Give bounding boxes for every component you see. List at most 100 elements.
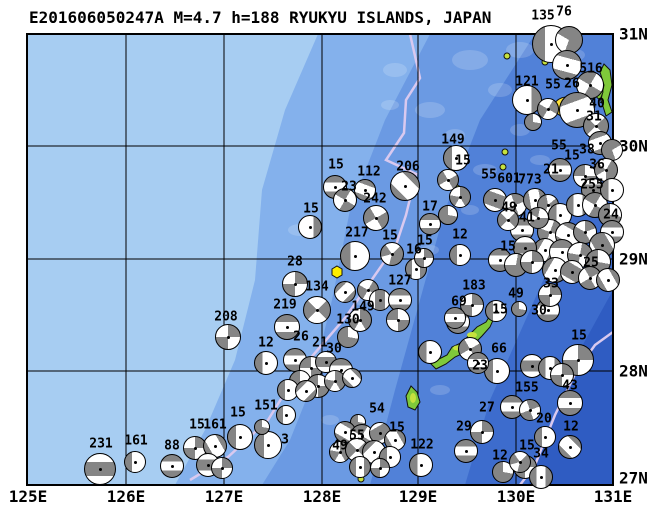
focal-mechanism-beachball (274, 314, 300, 340)
focal-mechanism-beachball (438, 205, 458, 225)
map-border (26, 33, 614, 486)
event-depth-label: 15 (303, 201, 319, 217)
focal-mechanism-beachball (370, 458, 390, 478)
beachball-axis-dot (493, 198, 497, 202)
beachball-axis-dot (213, 444, 217, 448)
sea-mottle-patch (381, 100, 399, 110)
event-depth-label: 55 (545, 77, 561, 93)
sea-mottle-patch (461, 205, 479, 215)
beachball-axis-dot (264, 361, 268, 365)
focal-mechanism-beachball (537, 98, 559, 120)
event-depth-label: 161 (124, 433, 148, 449)
event-depth-label: 773 (518, 172, 542, 188)
beachball-axis-dot (506, 218, 510, 222)
focal-mechanism-beachball (444, 307, 466, 329)
beachball-axis-dot (553, 268, 557, 272)
focal-mechanism-beachball (492, 461, 514, 483)
event-depth-label: 15 (500, 239, 516, 255)
event-depth-label: 231 (89, 436, 113, 452)
beachball-axis-dot (495, 369, 499, 373)
event-depth-label: 28 (287, 254, 303, 270)
beachball-axis-dot (576, 358, 580, 362)
event-depth-label: 12 (563, 419, 579, 435)
focal-mechanism-beachball (386, 308, 410, 332)
focal-mechanism-beachball (254, 419, 270, 435)
event-depth-label: 55 (481, 167, 497, 183)
focal-mechanism-beachball (437, 169, 459, 191)
focal-mechanism-beachball (276, 405, 296, 425)
lon-tick-128e: 128E (302, 487, 342, 506)
focal-mechanism-beachball (354, 179, 376, 201)
event-depth-label: 88 (164, 438, 180, 454)
lon-tick-126e: 126E (106, 487, 146, 506)
beachball-axis-dot (309, 366, 313, 370)
beachball-axis-dot (226, 335, 230, 339)
beachball-axis-dot (458, 253, 462, 257)
event-depth-label: 55 (551, 138, 567, 154)
focal-mechanism-beachball (557, 390, 583, 416)
focal-mechanism-beachball (596, 268, 620, 292)
event-depth-label: 17 (422, 199, 438, 215)
focal-mechanism-beachball (295, 380, 317, 402)
event-depth-label: 15 (571, 328, 587, 344)
focal-mechanism-beachball (337, 326, 359, 348)
focal-mechanism-beachball (520, 250, 544, 274)
beachball-axis-dot (525, 98, 529, 102)
beachball-axis-dot (372, 450, 376, 454)
beachball-axis-dot (546, 308, 550, 312)
beachball-axis-dot (583, 174, 587, 178)
event-depth-label: 134 (305, 279, 329, 295)
event-depth-label: 21 (312, 335, 328, 351)
focal-mechanism-beachball (84, 453, 116, 485)
beachball-axis-dot (220, 466, 224, 470)
beachball-axis-dot (530, 260, 534, 264)
beachball-axis-dot (536, 216, 540, 220)
event-depth-label: 130 (336, 312, 360, 328)
sea-mottle-patch (321, 415, 339, 425)
sea-mottle-patch (430, 385, 450, 395)
beachball-axis-dot (374, 216, 378, 220)
event-depth-label: 69 (451, 294, 467, 310)
margin-depth-label: 135 (531, 8, 555, 24)
beachball-axis-dot (476, 361, 480, 365)
focal-mechanism-beachball (524, 113, 542, 131)
focal-mechanism-beachball (497, 209, 519, 231)
event-depth-label: 15 (492, 302, 508, 318)
beachball-axis-dot (565, 63, 569, 67)
event-depth-label: 40 (589, 96, 605, 112)
focal-mechanism-beachball (298, 215, 322, 239)
beachball-axis-dot (594, 124, 598, 128)
event-depth-label: 15 (230, 405, 246, 421)
beachball-axis-dot (293, 358, 297, 362)
beachball-axis-dot (266, 443, 270, 447)
event-depth-label: 161 (203, 417, 227, 433)
focal-mechanism-beachball (519, 399, 541, 421)
beachball-axis-dot (518, 460, 522, 464)
focal-mechanism-beachball (340, 241, 370, 271)
beachball-axis-dot (494, 309, 498, 313)
sea-mottle-patch (383, 63, 407, 77)
island-highland-patch (467, 332, 477, 338)
event-depth-label: 38 (579, 142, 595, 158)
event-depth-label: 127 (388, 273, 412, 289)
event-depth-label: 21 (543, 162, 559, 178)
event-epicenter-marker (331, 265, 343, 279)
event-depth-label: 15 (417, 233, 433, 249)
focal-mechanism-beachball (558, 435, 582, 459)
event-depth-label: 34 (533, 446, 549, 462)
event-depth-label: 219 (273, 297, 297, 313)
beachball-axis-dot (568, 401, 572, 405)
beachball-axis-dot (560, 373, 564, 377)
lon-tick-127e: 127E (204, 487, 244, 506)
beachball-axis-dot (480, 430, 484, 434)
beachball-axis-dot (606, 278, 610, 282)
focal-mechanism-beachball (211, 457, 233, 479)
focal-mechanism-beachball (443, 145, 469, 171)
beachball-axis-dot (343, 430, 347, 434)
focal-mechanism-beachball (342, 368, 362, 388)
beachball-axis-dot (446, 178, 450, 182)
focal-mechanism-beachball (509, 451, 531, 473)
focal-mechanism-beachball (470, 420, 494, 444)
beachball-axis-dot (523, 246, 527, 250)
beachball-axis-dot (520, 228, 524, 232)
